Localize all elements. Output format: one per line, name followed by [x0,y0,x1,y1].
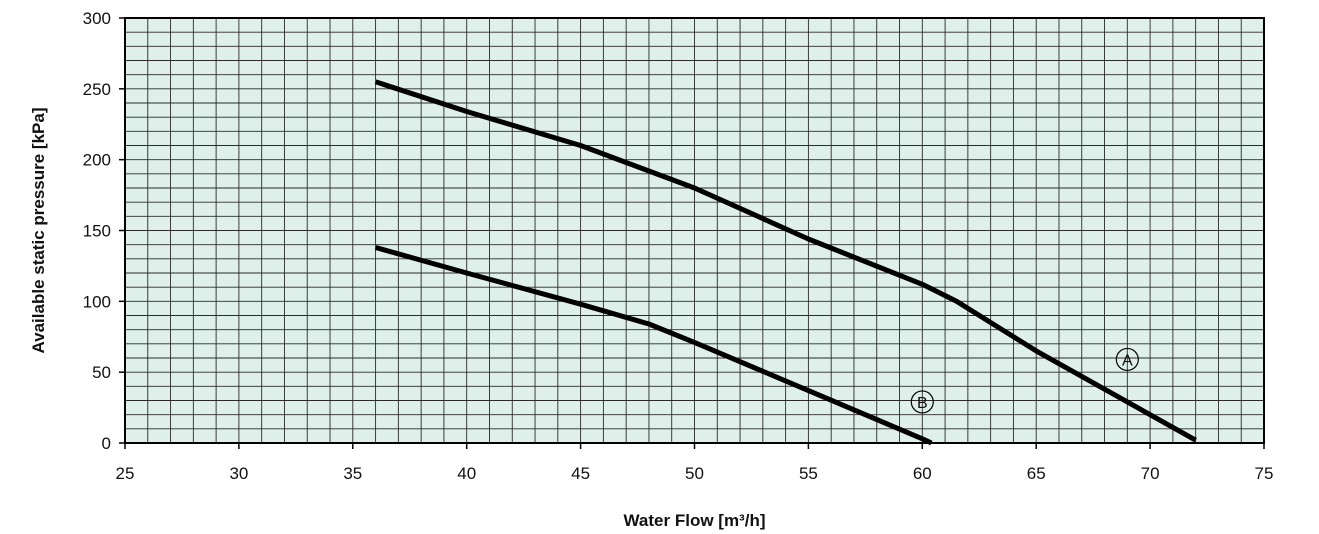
y-tick-label: 50 [92,363,111,382]
x-tick-label: 65 [1027,464,1046,483]
curve-label-circle [1115,347,1139,372]
grid [124,17,1265,444]
curve-annotations: AB [910,347,1139,414]
x-tick-label: 35 [343,464,362,483]
y-tick-label: 150 [83,222,111,241]
y-axis-title: Available static pressure [kPa] [29,108,48,354]
y-tick-label: 100 [83,292,111,311]
y-axis: 0 50 100 150 200 250 300 [83,9,125,453]
series-layer [374,79,1197,446]
x-tick-label: 70 [1141,464,1160,483]
y-tick-label: 250 [83,80,111,99]
y-tick-label: 300 [83,9,111,28]
series-line-a [374,79,1197,443]
series-line-b [374,245,933,446]
x-tick-label: 60 [913,464,932,483]
x-tick-label: 40 [457,464,476,483]
x-tick-label: 25 [116,464,135,483]
x-tick-label: 75 [1255,464,1274,483]
y-tick-label: 0 [102,434,111,453]
x-tick-label: 30 [229,464,248,483]
y-tick-label: 200 [83,151,111,170]
x-axis: 25 30 35 40 45 50 55 60 65 70 75 [116,443,1274,483]
curve-label-circle [910,390,934,414]
curve-label-a: A [1122,352,1133,369]
x-tick-label: 50 [685,464,704,483]
x-tick-label: 45 [571,464,590,483]
curve-label-b: B [917,395,928,412]
x-axis-title: Water Flow [m³/h] [624,511,766,530]
x-tick-label: 55 [799,464,818,483]
